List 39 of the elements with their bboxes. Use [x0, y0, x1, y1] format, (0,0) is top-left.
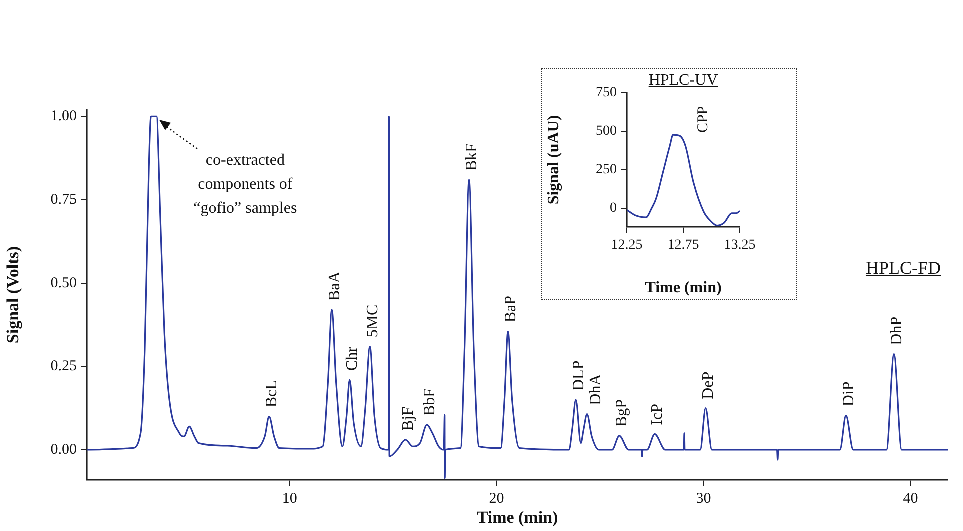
annotation: DhA: [587, 374, 604, 406]
y-tick-label: 0.75: [50, 192, 77, 208]
y-tick-label: 0.50: [50, 275, 77, 292]
y-tick-label: 250: [596, 162, 617, 178]
x-tick-label: 30: [696, 490, 712, 507]
x-tick-label: 20: [489, 490, 504, 507]
y-tick-label: 750: [596, 86, 617, 101]
y-tick-label: 0.00: [50, 442, 77, 458]
annotation: BbF: [421, 388, 438, 416]
annotation: IcP: [649, 404, 666, 426]
x-axis-title: Time (min): [645, 280, 722, 297]
x-tick-label: 13.25: [724, 238, 756, 254]
annotation: DiP: [840, 382, 858, 407]
x-tick-label: 12.25: [611, 238, 643, 254]
annotation: Chr: [344, 346, 362, 371]
annotation: HPLC-FD: [866, 258, 941, 279]
annotation: DeP: [700, 372, 718, 400]
y-tick-label: 1.00: [50, 108, 77, 125]
annotation: BkF: [463, 143, 480, 171]
annotation: BaP: [502, 296, 520, 323]
y-axis-title: Signal (uAU): [546, 115, 563, 205]
annotation: DLP: [570, 360, 588, 391]
annotation: 5MC: [364, 304, 382, 338]
annotation: BcL: [264, 380, 281, 408]
y-tick-label: 0.25: [50, 358, 77, 375]
x-tick-label: 12.75: [668, 238, 700, 254]
annotation: CPP: [695, 106, 712, 134]
y-tick-label: 500: [596, 124, 617, 140]
x-tick-label: 10: [282, 490, 298, 507]
annotation: DhP: [888, 316, 906, 346]
annotation: BaA: [326, 271, 344, 301]
y-tick-label: 0: [610, 201, 617, 216]
annotation: BjF: [400, 406, 417, 431]
x-tick-label: 40: [903, 490, 918, 507]
chart-title: HPLC-UV: [648, 72, 718, 89]
annotation: BgP: [614, 399, 631, 427]
annotation: co-extracted components of “gofio” samples: [194, 152, 298, 218]
x-axis-title: Time (min): [476, 508, 558, 528]
y-axis-title: Signal (Volts): [4, 246, 23, 344]
